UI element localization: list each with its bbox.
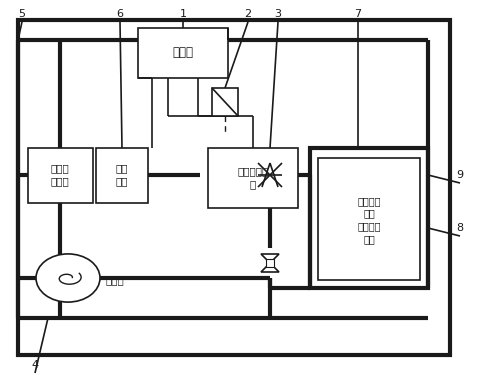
Text: 5: 5 <box>18 9 25 19</box>
Bar <box>96 148 148 203</box>
Text: 6: 6 <box>117 9 124 19</box>
Bar <box>18 20 450 355</box>
Text: 冷凝器
干燥器: 冷凝器 干燥器 <box>51 164 69 186</box>
Text: 3: 3 <box>274 9 281 19</box>
Text: 7: 7 <box>355 9 362 19</box>
Bar <box>212 88 238 116</box>
Text: 压力
并关: 压力 并关 <box>116 164 128 186</box>
Bar <box>266 259 274 267</box>
Bar <box>208 148 298 208</box>
Text: 压缩机: 压缩机 <box>105 275 124 285</box>
Bar <box>28 148 93 203</box>
Bar <box>138 28 228 78</box>
Polygon shape <box>261 263 279 272</box>
Text: 8: 8 <box>457 223 464 233</box>
Circle shape <box>36 254 100 302</box>
Polygon shape <box>261 254 279 263</box>
Text: 控制器: 控制器 <box>172 46 194 60</box>
Text: 4: 4 <box>31 360 38 370</box>
Text: 1: 1 <box>179 9 186 19</box>
Text: 乘员舱蒸发
器: 乘员舱蒸发 器 <box>238 166 268 189</box>
Bar <box>318 158 420 280</box>
Text: 9: 9 <box>457 170 464 180</box>
Text: 2: 2 <box>245 9 251 19</box>
Bar <box>310 148 428 288</box>
Text: 冷藏机组
电路
货舱冷藏
机组: 冷藏机组 电路 货舱冷藏 机组 <box>357 196 381 244</box>
